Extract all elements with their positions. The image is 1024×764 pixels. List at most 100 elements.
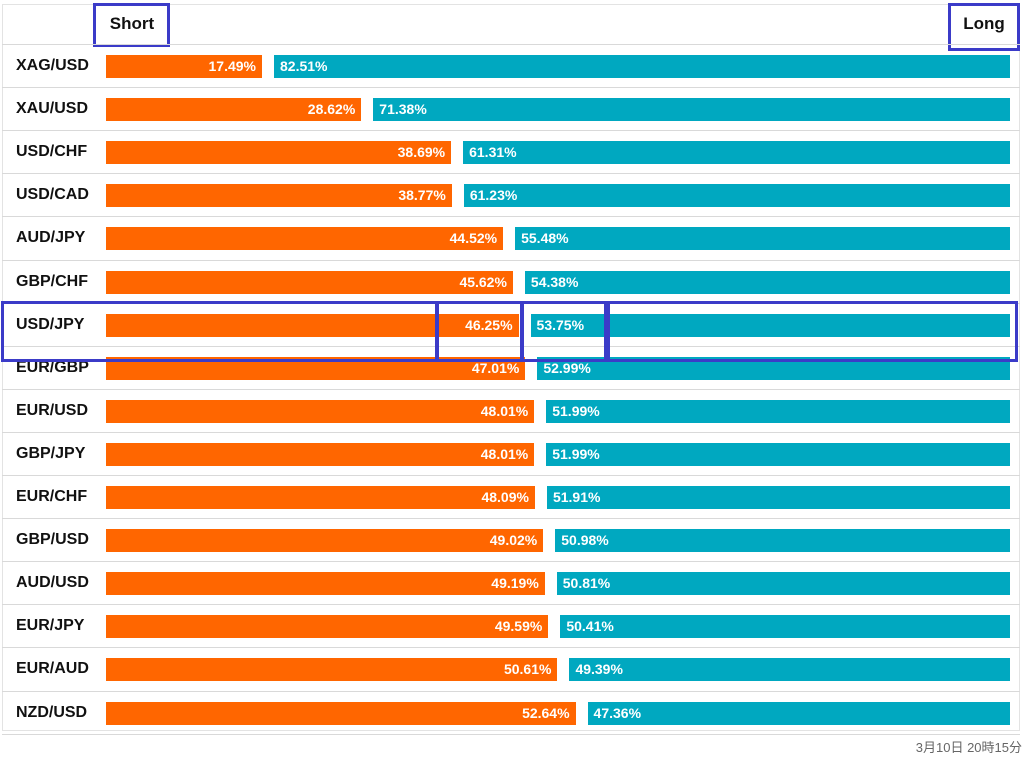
short-value-label: 49.59% (494, 618, 543, 635)
chart-frame (2, 4, 1020, 731)
long-bar (546, 399, 1010, 423)
short-value-label: 44.52% (449, 230, 498, 247)
long-bar (560, 615, 1010, 639)
pair-label: USD/CAD (16, 186, 89, 204)
row-divider (2, 302, 1020, 304)
short-value-label: 48.01% (480, 402, 529, 419)
short-value-label: 28.62% (307, 101, 356, 118)
long-bar (556, 572, 1010, 596)
short-value-label: 45.62% (459, 273, 507, 290)
row-divider (2, 173, 1020, 175)
pair-label: EUR/USD (16, 401, 89, 419)
long-value-label: 53.75% (536, 316, 585, 333)
short-value-label: 48.09% (481, 489, 529, 505)
long-value-label: 50.98% (561, 532, 609, 549)
row-divider (2, 87, 1020, 89)
short-bar (106, 356, 526, 380)
short-bar (106, 98, 362, 122)
long-header-label: Long (963, 14, 1005, 33)
pair-label: NZD/USD (16, 703, 88, 721)
short-header-label: Short (109, 14, 155, 33)
short-bar (106, 442, 535, 466)
pair-label: EUR/CHF (16, 488, 88, 505)
row-divider (2, 216, 1020, 218)
long-value-label: 52.99% (543, 359, 591, 376)
pair-label: GBP/CHF (16, 272, 88, 290)
short-bar (106, 141, 452, 165)
short-bar (106, 184, 452, 208)
pair-label: EUR/GBP (16, 358, 89, 376)
pair-label: USD/JPY (16, 315, 85, 333)
row-divider (2, 690, 1020, 692)
pair-label: AUD/USD (16, 574, 89, 592)
row-divider (2, 44, 1020, 45)
short-bar (106, 572, 545, 596)
short-bar (106, 55, 262, 78)
row-divider (2, 733, 1020, 735)
short-bar (106, 270, 513, 294)
pair-label: USD/CHF (16, 143, 88, 161)
long-bar (515, 227, 1010, 251)
short-value-label: 49.19% (491, 575, 539, 592)
short-value-label: 38.77% (398, 187, 446, 204)
long-value-label: 50.41% (566, 618, 614, 635)
long-value-label: 71.38% (379, 101, 427, 118)
short-value-label: 48.01% (480, 445, 529, 462)
short-bar (106, 701, 576, 725)
long-value-label: 61.31% (469, 144, 517, 161)
row-divider (2, 345, 1020, 347)
long-bar (274, 55, 1010, 78)
short-bar (106, 615, 549, 639)
short-bar (106, 313, 519, 337)
short-bar (106, 227, 504, 251)
long-bar (569, 658, 1010, 682)
long-value-label: 51.99% (552, 445, 600, 462)
pair-label: XAG/USD (16, 57, 89, 74)
long-bar (530, 313, 1010, 337)
row-divider (2, 431, 1020, 433)
long-value-label: 49.39% (575, 661, 623, 678)
long-value-label: 50.81% (562, 575, 611, 592)
long-bar (555, 529, 1010, 553)
pair-label: XAU/USD (16, 100, 89, 118)
update-timestamp: 3月10日 20時15分 (915, 740, 1022, 755)
short-bar (106, 399, 535, 423)
long-bar (524, 270, 1010, 294)
short-value-label: 52.64% (522, 704, 570, 721)
long-value-label: 61.23% (469, 187, 518, 204)
short-bar (106, 486, 535, 509)
long-bar (463, 184, 1010, 208)
long-value-label: 47.36% (593, 704, 642, 721)
long-bar (373, 98, 1010, 122)
pair-label: EUR/AUD (16, 660, 89, 678)
short-value-label: 46.25% (465, 316, 513, 333)
row-divider (2, 561, 1020, 563)
long-bar (546, 442, 1010, 466)
pair-label: GBP/JPY (16, 444, 86, 462)
short-value-label: 17.49% (208, 58, 256, 74)
short-bar (106, 529, 544, 553)
pair-label: EUR/JPY (16, 617, 85, 635)
row-divider (2, 604, 1020, 606)
row-divider (2, 518, 1020, 520)
short-value-label: 47.01% (471, 359, 520, 376)
short-bar (106, 658, 558, 682)
long-bar (537, 356, 1010, 380)
row-divider (2, 130, 1020, 132)
long-value-label: 55.48% (521, 230, 569, 247)
long-value-label: 54.38% (530, 273, 579, 290)
short-value-label: 38.69% (397, 144, 446, 161)
row-divider (2, 388, 1020, 390)
long-bar (587, 701, 1010, 725)
pair-label: GBP/USD (16, 531, 89, 549)
short-value-label: 49.02% (489, 532, 538, 549)
long-bar (463, 141, 1010, 165)
pair-label: AUD/JPY (16, 229, 86, 247)
short-value-label: 50.61% (503, 661, 552, 678)
row-divider (2, 647, 1020, 649)
row-divider (2, 259, 1020, 261)
long-value-label: 82.51% (280, 58, 328, 74)
long-bar (546, 486, 1010, 509)
row-divider (2, 475, 1020, 476)
